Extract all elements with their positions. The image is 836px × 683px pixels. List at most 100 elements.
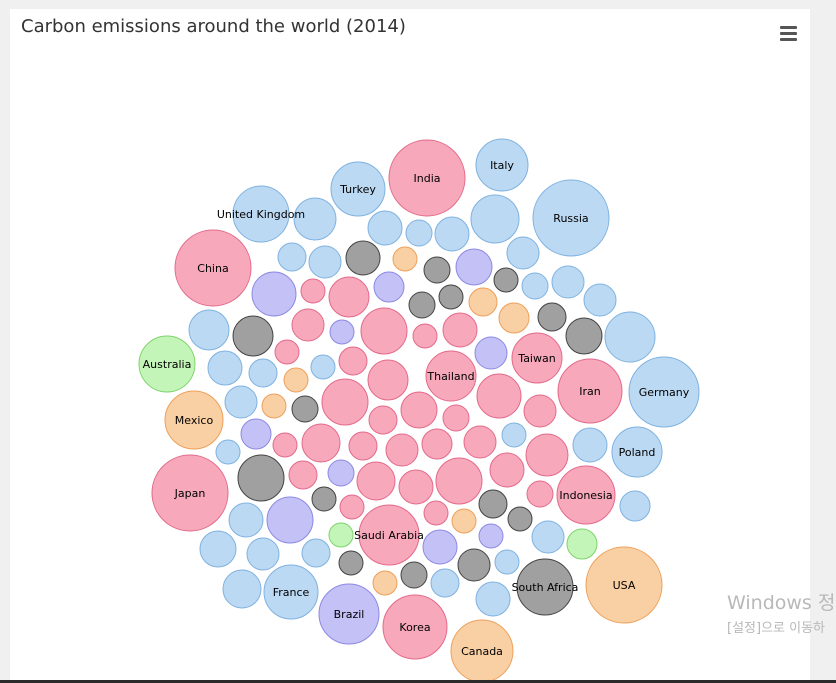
bubble[interactable] [619, 490, 651, 522]
bubble-korea[interactable] [382, 594, 448, 660]
bubble[interactable] [478, 523, 504, 549]
bubble[interactable] [224, 385, 258, 419]
bubble[interactable] [583, 283, 617, 317]
bubble[interactable] [442, 404, 470, 432]
bubble[interactable] [237, 454, 285, 502]
bubble[interactable] [372, 570, 398, 596]
bubble[interactable] [199, 530, 237, 568]
bubble[interactable] [468, 287, 498, 317]
bubble[interactable] [566, 528, 598, 560]
bubble[interactable] [232, 315, 274, 357]
bubble[interactable] [311, 486, 337, 512]
bubble[interactable] [392, 246, 418, 272]
bubble[interactable] [240, 418, 272, 450]
bubble-brazil[interactable] [318, 583, 380, 645]
bubble[interactable] [442, 312, 478, 348]
bubble-indonesia[interactable] [556, 465, 616, 525]
bubble-thailand[interactable] [425, 350, 477, 402]
bubble[interactable] [525, 433, 569, 477]
bubble[interactable] [493, 267, 519, 293]
bubble[interactable] [321, 378, 369, 426]
bubble[interactable] [301, 538, 331, 568]
bubble-poland[interactable] [611, 426, 663, 478]
bubble[interactable] [348, 431, 378, 461]
bubble-italy[interactable] [475, 138, 529, 192]
bubble[interactable] [475, 581, 511, 617]
bubble[interactable] [328, 522, 354, 548]
bubble-iran[interactable] [557, 358, 623, 424]
bubble[interactable] [423, 256, 451, 284]
bubble[interactable] [457, 548, 491, 582]
bubble[interactable] [476, 373, 522, 419]
bubble[interactable] [463, 425, 497, 459]
bubble[interactable] [272, 432, 298, 458]
bubble[interactable] [506, 236, 540, 270]
bubble-china[interactable] [174, 229, 252, 307]
bubble[interactable] [521, 272, 549, 300]
bubble[interactable] [551, 265, 585, 299]
bubble[interactable] [398, 469, 434, 505]
bubble-germany[interactable] [628, 356, 700, 428]
bubble[interactable] [501, 422, 527, 448]
bubble[interactable] [215, 439, 241, 465]
bubble[interactable] [572, 427, 608, 463]
bubble[interactable] [338, 550, 364, 576]
bubble[interactable] [207, 350, 243, 386]
bubble-russia[interactable] [532, 179, 610, 257]
bubble[interactable] [274, 339, 300, 365]
bubble[interactable] [301, 423, 341, 463]
bubble[interactable] [498, 302, 530, 334]
bubble[interactable] [494, 549, 520, 575]
bubble-usa[interactable] [585, 546, 663, 624]
bubble[interactable] [422, 529, 458, 565]
bubble[interactable] [367, 359, 409, 401]
bubble[interactable] [438, 284, 464, 310]
bubble-turkey[interactable] [330, 161, 386, 217]
bubble[interactable] [345, 240, 381, 276]
bubble[interactable] [248, 358, 278, 388]
bubble[interactable] [293, 197, 337, 241]
bubble-taiwan[interactable] [511, 332, 563, 384]
bubble[interactable] [523, 394, 557, 428]
bubble[interactable] [283, 367, 309, 393]
bubble[interactable] [188, 309, 230, 351]
bubble[interactable] [367, 210, 403, 246]
bubble[interactable] [474, 336, 508, 370]
bubble[interactable] [565, 317, 603, 355]
bubble[interactable] [507, 506, 533, 532]
bubble[interactable] [412, 323, 438, 349]
bubble[interactable] [400, 391, 438, 429]
bubble-france[interactable] [263, 564, 319, 620]
bubble[interactable] [310, 354, 336, 380]
bubble-united-kingdom[interactable] [232, 185, 290, 243]
bubble[interactable] [338, 346, 368, 376]
bubble[interactable] [328, 276, 370, 318]
bubble-saudi-arabia[interactable] [358, 504, 420, 566]
bubble[interactable] [327, 459, 355, 487]
bubble[interactable] [385, 433, 419, 467]
bubble[interactable] [423, 500, 449, 526]
bubble[interactable] [604, 311, 656, 363]
bubble-australia[interactable] [138, 335, 196, 393]
bubble[interactable] [373, 271, 405, 303]
bubble[interactable] [435, 457, 483, 505]
bubble[interactable] [526, 480, 554, 508]
bubble-mexico[interactable] [164, 390, 224, 450]
bubble[interactable] [300, 278, 326, 304]
bubble[interactable] [246, 537, 280, 571]
bubble[interactable] [405, 219, 433, 247]
bubble[interactable] [368, 405, 398, 435]
bubble[interactable] [478, 489, 508, 519]
bubble[interactable] [400, 561, 428, 589]
hamburger-menu-icon[interactable] [778, 23, 800, 43]
bubble[interactable] [408, 291, 436, 319]
bubble[interactable] [451, 508, 477, 534]
bubble-japan[interactable] [151, 454, 229, 532]
bubble[interactable] [222, 569, 262, 609]
bubble[interactable] [339, 494, 365, 520]
bubble[interactable] [288, 460, 318, 490]
bubble[interactable] [434, 216, 470, 252]
bubble[interactable] [430, 568, 460, 598]
bubble[interactable] [329, 319, 355, 345]
bubble[interactable] [277, 242, 307, 272]
